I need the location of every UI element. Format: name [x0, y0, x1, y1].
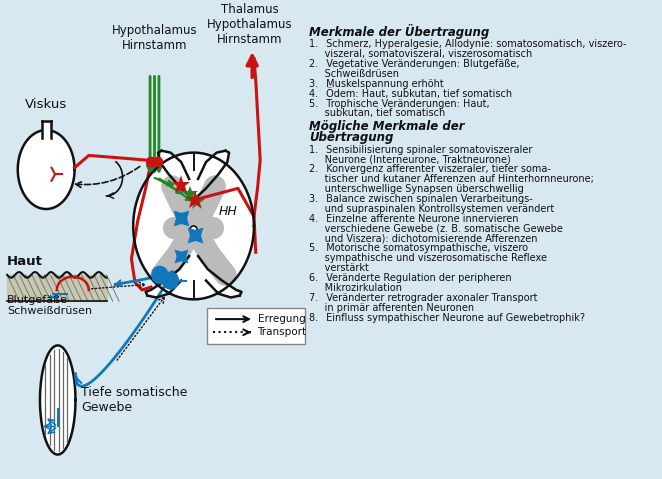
Text: subkutan, tief somatisch: subkutan, tief somatisch — [309, 108, 446, 118]
Circle shape — [154, 157, 162, 167]
Circle shape — [152, 266, 168, 284]
Text: HH: HH — [218, 205, 237, 217]
Circle shape — [162, 272, 179, 289]
Text: Tiefe somatische
Gewebe: Tiefe somatische Gewebe — [81, 386, 187, 414]
Text: 2.  Konvergenz afferenter viszeraler, tiefer soma-: 2. Konvergenz afferenter viszeraler, tie… — [309, 164, 551, 174]
Text: Merkmale der Übertragung: Merkmale der Übertragung — [309, 24, 489, 39]
Text: Erregung: Erregung — [258, 314, 305, 324]
Text: 3.  Muskelspannung erhöht: 3. Muskelspannung erhöht — [309, 79, 444, 89]
Text: Übertragung: Übertragung — [309, 129, 393, 144]
Text: tischer und kutaner Afferenzen auf Hinterhornneurone;: tischer und kutaner Afferenzen auf Hinte… — [309, 174, 594, 184]
Text: 1.  Schmerz, Hyperalgesie, Allodynie: somatosomatisch, viszero-: 1. Schmerz, Hyperalgesie, Allodynie: som… — [309, 39, 626, 49]
Text: 6.  Veränderte Regulation der peripheren: 6. Veränderte Regulation der peripheren — [309, 273, 512, 283]
Polygon shape — [42, 121, 50, 135]
Text: Mikrozirkulation: Mikrozirkulation — [309, 283, 402, 293]
Text: 8.  Einfluss sympathischer Neurone auf Gewebetrophik?: 8. Einfluss sympathischer Neurone auf Ge… — [309, 312, 585, 322]
Text: 7.  Veränderter retrograder axonaler Transport: 7. Veränderter retrograder axonaler Tran… — [309, 293, 538, 303]
Text: Hypothalamus
Hirnstamm: Hypothalamus Hirnstamm — [112, 24, 197, 52]
Polygon shape — [146, 256, 189, 297]
Text: Viskus: Viskus — [25, 98, 68, 112]
Polygon shape — [133, 153, 254, 299]
Text: viszeral, somatoviszeral, viszerosomatisch: viszeral, somatoviszeral, viszerosomatis… — [309, 49, 532, 59]
Text: Transport: Transport — [258, 327, 307, 337]
Text: 5.  Trophische Veränderungen: Haut,: 5. Trophische Veränderungen: Haut, — [309, 99, 490, 109]
Text: Blutgefäße
Schweißdrüsen: Blutgefäße Schweißdrüsen — [7, 295, 92, 317]
Polygon shape — [40, 345, 75, 455]
Text: 5.  Motorische somatosympathische, viszero: 5. Motorische somatosympathische, viszer… — [309, 243, 528, 253]
Circle shape — [190, 226, 197, 233]
Text: und supraspinalen Kontrollsystemen verändert: und supraspinalen Kontrollsystemen verän… — [309, 204, 554, 214]
Text: verschiedene Gewebe (z. B. somatische Gewebe: verschiedene Gewebe (z. B. somatische Ge… — [309, 224, 563, 234]
Text: 4.  Einzelne afferente Neurone innervieren: 4. Einzelne afferente Neurone innerviere… — [309, 214, 518, 224]
Text: verstärkt: verstärkt — [309, 263, 369, 273]
Text: Schweißdrüsen: Schweißdrüsen — [309, 69, 399, 79]
Polygon shape — [7, 275, 107, 301]
Polygon shape — [18, 130, 75, 209]
Text: 4.  Ödem: Haut, subkutan, tief somatisch: 4. Ödem: Haut, subkutan, tief somatisch — [309, 88, 512, 99]
Circle shape — [146, 157, 156, 167]
Polygon shape — [198, 256, 242, 297]
Text: Haut: Haut — [7, 255, 43, 269]
Polygon shape — [158, 151, 189, 196]
Text: und Viszera): dichotomisierende Afferenzen: und Viszera): dichotomisierende Afferenz… — [309, 233, 538, 243]
Text: 1.  Sensibilisierung spinaler somatoviszeraler: 1. Sensibilisierung spinaler somatovisze… — [309, 145, 532, 155]
Text: Thalamus
Hypothalamus
Hirnstamm: Thalamus Hypothalamus Hirnstamm — [207, 2, 293, 46]
Text: 3.  Balance zwischen spinalen Verarbeitungs-: 3. Balance zwischen spinalen Verarbeitun… — [309, 194, 533, 204]
Text: in primär afferenten Neuronen: in primär afferenten Neuronen — [309, 303, 474, 313]
Text: unterschwellige Synapsen überschwellig: unterschwellige Synapsen überschwellig — [309, 184, 524, 194]
Text: Mögliche Merkmale der: Mögliche Merkmale der — [309, 120, 465, 133]
Text: sympathische und viszerosomatische Reflexe: sympathische und viszerosomatische Refle… — [309, 253, 547, 263]
FancyBboxPatch shape — [207, 308, 305, 343]
Text: Neurone (Interneurone, Traktneurone): Neurone (Interneurone, Traktneurone) — [309, 155, 511, 164]
Text: 2.  Vegetative Veränderungen: Blutgefäße,: 2. Vegetative Veränderungen: Blutgefäße, — [309, 59, 520, 69]
Polygon shape — [198, 151, 229, 196]
